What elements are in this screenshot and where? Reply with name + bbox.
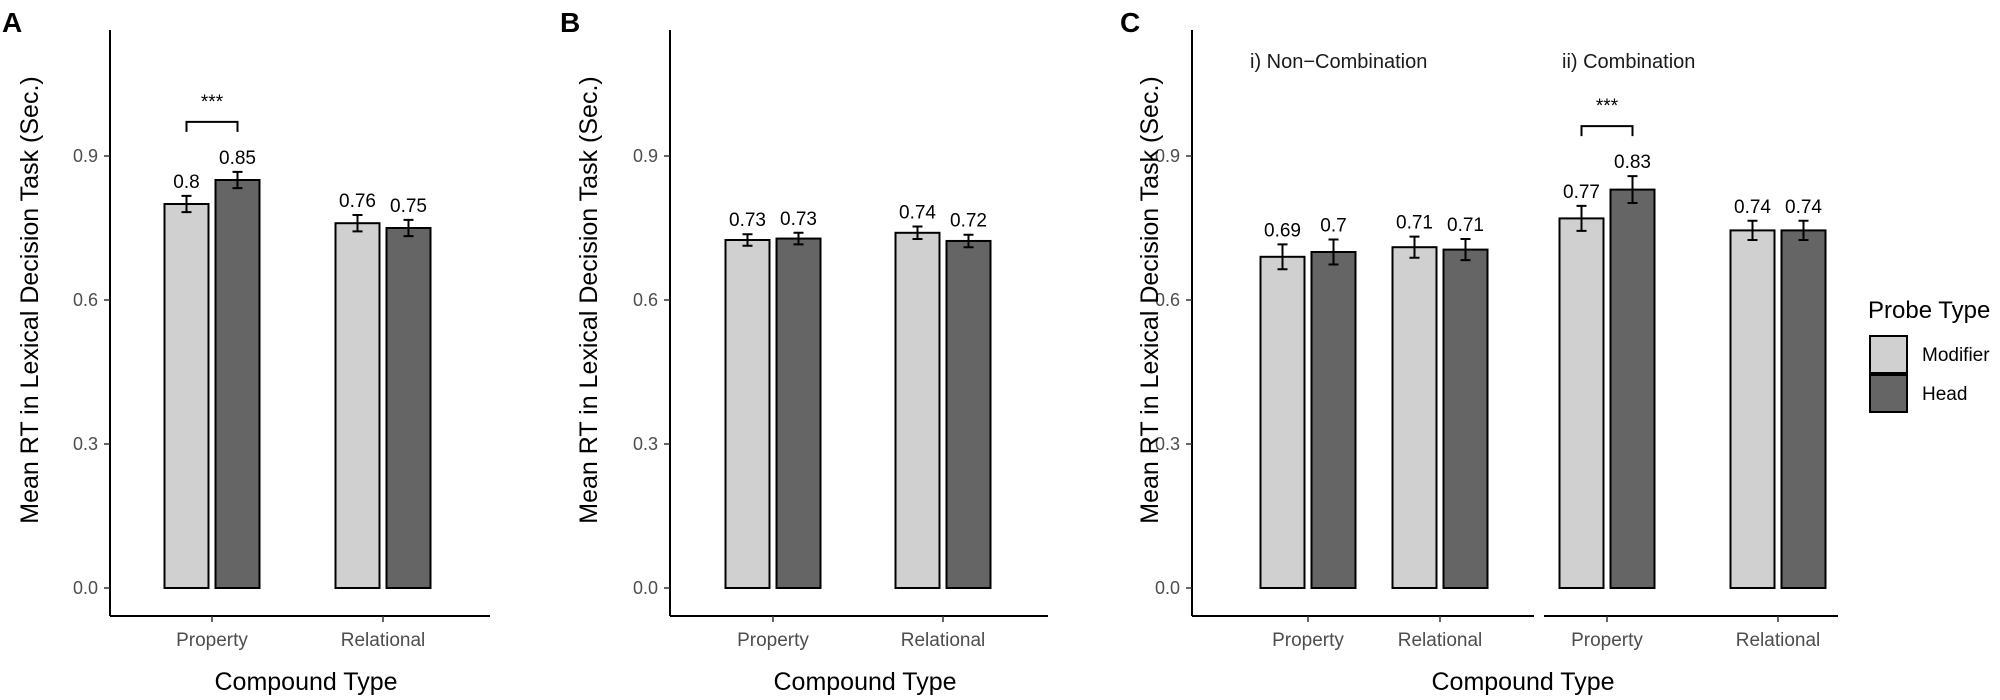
x-tick-label: Relational xyxy=(341,630,426,651)
data-label: 0.75 xyxy=(390,196,427,217)
significance-label: *** xyxy=(1596,96,1619,117)
bar-head xyxy=(1310,251,1357,589)
panel-letter: B xyxy=(560,7,580,38)
panel-a: A 0.0 0.3 0.6 0.9 Mean RT in Lexical Decision… xyxy=(2,7,490,696)
y-tick-label: 0.6 xyxy=(633,290,658,310)
bar-modifier xyxy=(1729,229,1776,589)
panel-b: B 0.0 0.3 0.6 0.9 Mean RT in Lexical Decision… xyxy=(560,7,1048,696)
error-bar xyxy=(912,225,923,241)
error-bar xyxy=(181,194,192,214)
bar-modifier xyxy=(1259,255,1306,589)
y-axis-title: Mean RT in Lexical Decision Task (Sec.) xyxy=(16,76,44,523)
x-axis-title: Compound Type xyxy=(1432,668,1615,696)
significance-bracket xyxy=(1580,125,1634,137)
error-bar xyxy=(793,231,804,246)
facet-title: i) Non−Combination xyxy=(1250,51,1427,73)
y-tick-label: 0.0 xyxy=(73,578,98,598)
bar-modifier xyxy=(894,231,941,590)
error-bar xyxy=(742,233,753,247)
data-label: 0.83 xyxy=(1614,152,1651,173)
legend-label: Modifier xyxy=(1922,345,1990,366)
data-label: 0.77 xyxy=(1563,182,1600,203)
x-tick-label: Relational xyxy=(1398,630,1483,651)
y-tick-label: 0.0 xyxy=(633,578,658,598)
data-label: 0.69 xyxy=(1264,220,1301,241)
data-label: 0.76 xyxy=(339,191,376,212)
error-bar xyxy=(1409,235,1420,259)
bar-head xyxy=(1780,229,1827,589)
legend-label: Head xyxy=(1922,384,1967,405)
y-tick-label: 0.3 xyxy=(73,434,98,454)
bar-modifier xyxy=(1558,217,1605,589)
y-tick-label: 0.3 xyxy=(1155,434,1180,454)
y-tick-label: 0.3 xyxy=(633,434,658,454)
data-label: 0.7 xyxy=(1320,216,1346,237)
x-tick-label: Relational xyxy=(901,630,986,651)
error-bar xyxy=(403,218,414,238)
error-bar xyxy=(1576,204,1587,232)
y-axis-title: Mean RT in Lexical Decision Task (Sec.) xyxy=(1136,76,1164,523)
bar-modifier xyxy=(163,203,210,589)
error-bar xyxy=(352,214,363,233)
significance-bracket xyxy=(185,120,239,132)
error-bar xyxy=(1798,219,1809,241)
error-bar xyxy=(232,170,243,190)
error-bar xyxy=(1460,238,1471,262)
data-label: 0.74 xyxy=(1734,197,1771,218)
data-label: 0.85 xyxy=(219,148,256,169)
data-label: 0.71 xyxy=(1447,215,1484,236)
panel-letter: A xyxy=(2,7,22,38)
significance-label: *** xyxy=(201,92,224,113)
x-tick-label: Property xyxy=(737,630,809,651)
legend-swatch-modifier xyxy=(1869,335,1908,374)
bar-head xyxy=(775,237,822,589)
bar-head xyxy=(945,239,992,590)
error-bar xyxy=(963,233,974,249)
data-label: 0.74 xyxy=(899,203,936,224)
y-axis-title: Mean RT in Lexical Decision Task (Sec.) xyxy=(575,76,603,523)
bar-modifier xyxy=(334,222,381,589)
y-tick-label: 0.9 xyxy=(1155,146,1180,166)
x-tick-label: Property xyxy=(1571,630,1643,651)
data-label: 0.72 xyxy=(950,211,987,232)
data-label: 0.74 xyxy=(1785,197,1822,218)
x-tick-label: Relational xyxy=(1736,630,1821,651)
facet-title: ii) Combination xyxy=(1562,51,1695,73)
bar-head xyxy=(1609,188,1656,589)
panel-letter: C xyxy=(1120,7,1140,38)
bar-modifier xyxy=(724,239,771,589)
y-tick-label: 0.0 xyxy=(1155,578,1180,598)
error-bar xyxy=(1277,243,1288,271)
y-tick-label: 0.9 xyxy=(633,146,658,166)
bar-head xyxy=(214,179,261,589)
y-tick-label: 0.9 xyxy=(73,146,98,166)
y-tick-label: 0.6 xyxy=(1155,290,1180,310)
data-label: 0.73 xyxy=(780,209,817,230)
error-bar xyxy=(1328,238,1339,266)
y-tick-label: 0.6 xyxy=(73,290,98,310)
x-axis-title: Compound Type xyxy=(774,668,957,696)
bar-head xyxy=(385,227,432,589)
data-label: 0.73 xyxy=(729,210,766,231)
bar-modifier xyxy=(1391,246,1438,589)
legend-swatch-head xyxy=(1869,374,1908,413)
bar-head xyxy=(1442,248,1489,589)
error-bar xyxy=(1747,219,1758,241)
data-label: 0.8 xyxy=(173,172,199,193)
x-axis-title: Compound Type xyxy=(215,668,398,696)
data-label: 0.71 xyxy=(1396,213,1433,234)
x-tick-label: Property xyxy=(1272,630,1344,651)
legend-title: Probe Type xyxy=(1868,297,1990,324)
x-tick-label: Property xyxy=(176,630,248,651)
legend: Probe Type Modifier Head xyxy=(1868,297,1990,413)
error-bar xyxy=(1627,175,1638,205)
